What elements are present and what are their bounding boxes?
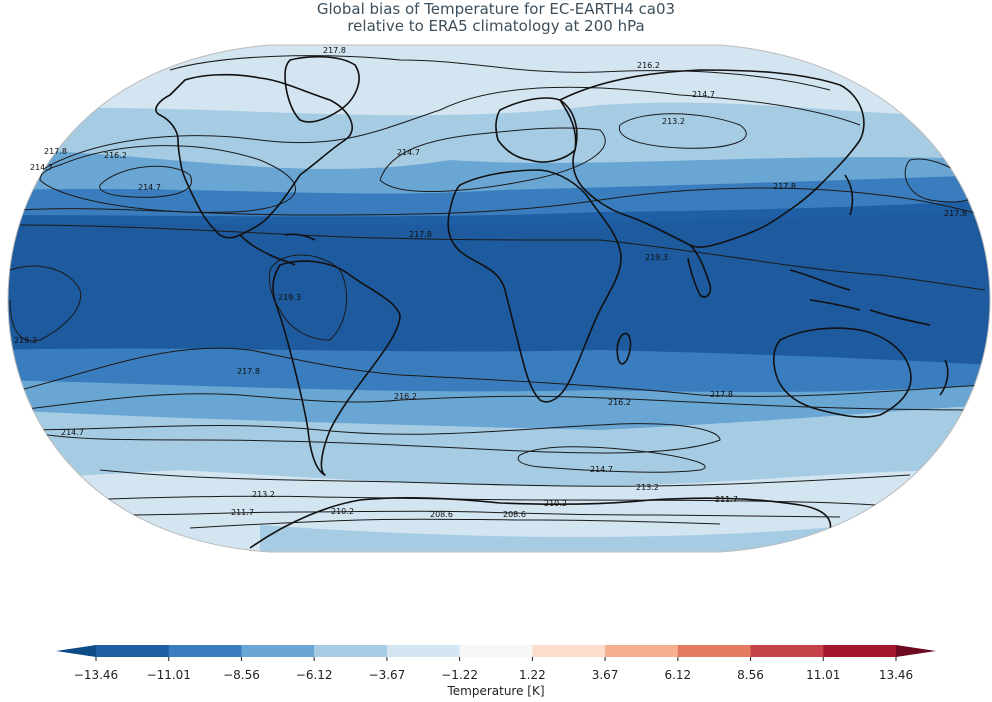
colorbar-tick-label: −1.22: [441, 668, 478, 682]
colorbar-segment: [823, 645, 897, 657]
contour-label: 217.8: [944, 209, 967, 218]
contour-label: 216.2: [637, 61, 660, 70]
contour-label: 213.2: [636, 483, 659, 492]
contour-label: 210.2: [544, 499, 567, 508]
contour-label: 217.8: [710, 390, 733, 399]
contour-label: 208.6: [430, 510, 453, 519]
contour-label: 214.7: [138, 183, 161, 192]
contour-label: 217.8: [409, 230, 432, 239]
colorbar-segment: [386, 645, 461, 657]
contour-label: 214.7: [61, 428, 84, 437]
colorbar-tick-label: −3.67: [369, 668, 406, 682]
contour-label: 219.3: [14, 336, 37, 345]
contour-label: 217.8: [237, 367, 260, 376]
globe-outline: [7, 44, 991, 553]
contour-label: 217.8: [44, 147, 67, 156]
colorbar-tick-label: 8.56: [737, 668, 764, 682]
colorbar-segment: [314, 645, 388, 657]
contour-label: 219.3: [645, 253, 668, 262]
colorbar-segment: [532, 645, 606, 657]
contour-label: 217.8: [323, 46, 346, 55]
contour-label: 214.7: [397, 148, 420, 157]
contour-label: 216.2: [608, 398, 631, 407]
colorbar-tick-label: 1.22: [519, 668, 546, 682]
colorbar-tick-label: −8.56: [223, 668, 260, 682]
colorbar-tick-label: −11.01: [147, 668, 191, 682]
colorbar-segment: [168, 645, 242, 657]
colorbar-extend-high: [896, 645, 936, 657]
plot-title-line2: relative to ERA5 climatology at 200 hPa: [347, 17, 645, 35]
contour-label: 216.2: [104, 151, 127, 160]
colorbar-tick-label: 13.46: [879, 668, 913, 682]
contour-label: 214.7: [590, 465, 613, 474]
contour-label: 217.8: [773, 182, 796, 191]
contour-label: 211.7: [231, 508, 254, 517]
colorbar-tick-label: 6.12: [664, 668, 691, 682]
bias-field: [8, 45, 990, 552]
colorbar: −13.46 −11.01 −8.56 −6.12 −3.67 −1.22 1.22 3.67…: [56, 645, 936, 682]
contour-label: 210.2: [331, 507, 354, 516]
colorbar-extend-low: [56, 645, 96, 657]
contour-label: 208.6: [503, 510, 526, 519]
contour-labels: 217.8 216.2 214.7 213.2 214.7 217.8 216.…: [14, 46, 967, 519]
colorbar-segment: [677, 645, 752, 657]
contour-label: 213.2: [662, 117, 685, 126]
contour-label: 219.3: [278, 293, 301, 302]
contour-label: 213.2: [252, 490, 275, 499]
colorbar-tick-label: −6.12: [296, 668, 333, 682]
contour-label: 216.2: [394, 392, 417, 401]
contour-label: 211.7: [715, 495, 738, 504]
colorbar-tick-label: −13.46: [74, 668, 118, 682]
colorbar-segment: [750, 645, 824, 657]
colorbar-segment: [605, 645, 679, 657]
coastlines: [155, 55, 949, 549]
colorbar-segment: [459, 645, 533, 657]
colorbar-segment: [241, 645, 315, 657]
colorbar-tick-label: 3.67: [592, 668, 619, 682]
contour-lines: [9, 55, 986, 529]
colorbar-label: Temperature [K]: [447, 684, 545, 698]
contour-label: 214.7: [692, 90, 715, 99]
contour-label: 214.7: [30, 163, 53, 172]
plot-title-line1: Global bias of Temperature for EC-EARTH4…: [316, 0, 676, 18]
colorbar-segment: [96, 645, 170, 657]
colorbar-tick-label: 11.01: [806, 668, 840, 682]
